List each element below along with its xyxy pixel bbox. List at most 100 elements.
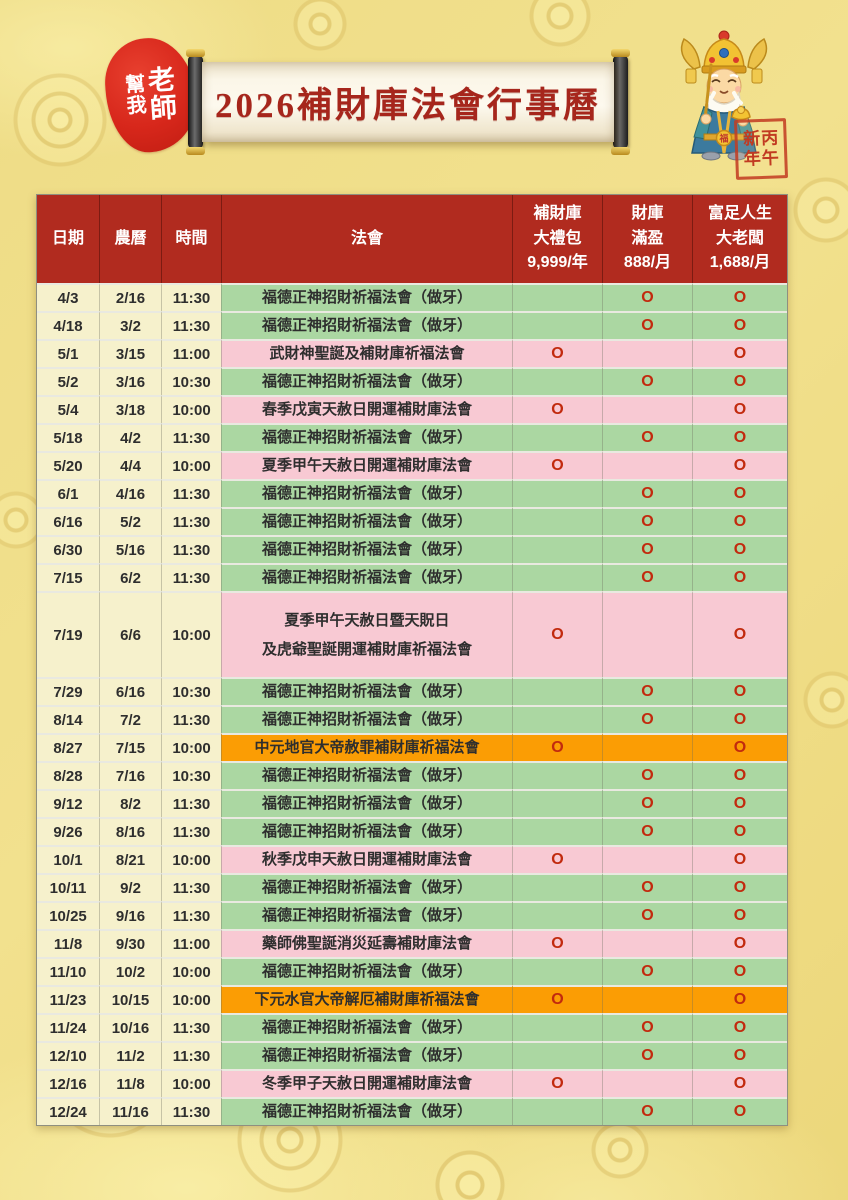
year-seal-char: 新 xyxy=(742,128,761,149)
included-mark: O xyxy=(733,991,747,1008)
included-mark: O xyxy=(551,991,564,1008)
time-cell: 11:30 xyxy=(161,423,221,451)
event-cell: 武財神聖誕及補財庫祈福法會 xyxy=(221,339,512,367)
event-cell: 福德正神招財祈福法會（做牙） xyxy=(221,423,512,451)
included-mark: O xyxy=(641,541,654,558)
premium-mark-cell: O xyxy=(692,1069,787,1097)
crown-fans xyxy=(680,37,768,84)
event-cell: 福德正神招財祈福法會（做牙） xyxy=(221,1041,512,1069)
time-cell: 10:00 xyxy=(161,1069,221,1097)
col-header-line: 日期 xyxy=(51,229,84,247)
title-scroll-banner: 2026補財庫法會行事曆 xyxy=(186,49,630,155)
event-cell: 福德正神招財祈福法會（做牙） xyxy=(221,311,512,339)
time-cell: 10:00 xyxy=(161,985,221,1013)
monthly-mark-cell: O xyxy=(602,677,692,705)
included-mark: O xyxy=(733,1103,747,1120)
col-header-package: 補財庫 大禮包 9,999/年 xyxy=(512,195,602,283)
time-cell: 10:30 xyxy=(161,677,221,705)
date-cell: 9/26 xyxy=(37,817,99,845)
premium-mark-cell: O xyxy=(692,283,787,311)
monthly-mark-cell xyxy=(602,395,692,423)
event-cell: 下元水官大帝解厄補財庫祈福法會 xyxy=(221,985,512,1013)
time-cell: 11:30 xyxy=(161,1041,221,1069)
event-name-line: 福德正神招財祈福法會（做牙） xyxy=(261,1019,472,1037)
included-mark: O xyxy=(733,317,747,334)
date-cell: 5/1 xyxy=(37,339,99,367)
event-cell: 福德正神招財祈福法會（做牙） xyxy=(221,817,512,845)
package-mark-cell: O xyxy=(512,985,602,1013)
package-mark-cell xyxy=(512,761,602,789)
table-row: 11/23 10/15 10:00 下元水官大帝解厄補財庫祈福法會 O O xyxy=(37,985,787,1013)
event-name-line: 福德正神招財祈福法會（做牙） xyxy=(261,513,472,531)
monthly-mark-cell: O xyxy=(602,311,692,339)
table-row: 9/12 8/2 11:30 福德正神招財祈福法會（做牙） O O xyxy=(37,789,787,817)
time-cell: 10:30 xyxy=(161,761,221,789)
date-cell: 9/12 xyxy=(37,789,99,817)
col-header-lunar: 農曆 xyxy=(99,195,161,283)
event-name-line: 福德正神招財祈福法會（做牙） xyxy=(261,485,472,503)
lunar-cell: 4/16 xyxy=(99,479,161,507)
premium-mark-cell: O xyxy=(692,479,787,507)
included-mark: O xyxy=(733,683,747,700)
event-cell: 秋季戊申天赦日開運補財庫法會 xyxy=(221,845,512,873)
event-name-line: 福德正神招財祈福法會（做牙） xyxy=(261,711,472,729)
included-mark: O xyxy=(733,907,747,924)
included-mark: O xyxy=(733,935,747,952)
included-mark: O xyxy=(641,373,654,390)
included-mark: O xyxy=(733,767,747,784)
lunar-cell: 9/2 xyxy=(99,873,161,901)
monthly-mark-cell: O xyxy=(602,1097,692,1125)
date-cell: 10/1 xyxy=(37,845,99,873)
lunar-cell: 6/6 xyxy=(99,591,161,677)
monthly-mark-cell: O xyxy=(602,423,692,451)
monthly-mark-cell: O xyxy=(602,873,692,901)
package-mark-cell xyxy=(512,283,602,311)
monthly-mark-cell: O xyxy=(602,789,692,817)
included-mark: O xyxy=(641,289,654,306)
event-name-line: 福德正神招財祈福法會（做牙） xyxy=(261,683,472,701)
lunar-cell: 10/15 xyxy=(99,985,161,1013)
included-mark: O xyxy=(733,739,747,756)
lunar-cell: 5/16 xyxy=(99,535,161,563)
event-name-line: 福德正神招財祈福法會（做牙） xyxy=(261,879,472,897)
table-row: 5/1 3/15 11:00 武財神聖誕及補財庫祈福法會 O O xyxy=(37,339,787,367)
time-cell: 11:30 xyxy=(161,789,221,817)
event-name-line: 福德正神招財祈福法會（做牙） xyxy=(261,541,472,559)
event-cell: 福德正神招財祈福法會（做牙） xyxy=(221,507,512,535)
time-cell: 11:30 xyxy=(161,563,221,591)
included-mark: O xyxy=(733,823,747,840)
lunar-cell: 6/2 xyxy=(99,563,161,591)
included-mark: O xyxy=(733,289,747,306)
event-name-line: 中元地官大帝赦罪補財庫祈福法會 xyxy=(254,739,480,757)
monthly-mark-cell: O xyxy=(602,957,692,985)
included-mark: O xyxy=(551,345,564,362)
premium-mark-cell: O xyxy=(692,1097,787,1125)
package-mark-cell xyxy=(512,1041,602,1069)
date-cell: 5/18 xyxy=(37,423,99,451)
table-row: 7/15 6/2 11:30 福德正神招財祈福法會（做牙） O O xyxy=(37,563,787,591)
col-header-line: 888/月 xyxy=(623,254,672,272)
year-seal-char: 午 xyxy=(761,148,780,168)
included-mark: O xyxy=(733,429,747,446)
event-cell: 夏季甲午天赦日開運補財庫法會 xyxy=(221,451,512,479)
col-header-line: 補財庫 xyxy=(533,204,582,222)
table-row: 12/16 11/8 10:00 冬季甲子天赦日開運補財庫法會 O O xyxy=(37,1069,787,1097)
included-mark: O xyxy=(733,457,747,474)
premium-mark-cell: O xyxy=(692,873,787,901)
premium-mark-cell: O xyxy=(692,507,787,535)
event-cell: 福德正神招財祈福法會（做牙） xyxy=(221,705,512,733)
date-cell: 5/2 xyxy=(37,367,99,395)
year-seal-stamp: 丙午新年 xyxy=(733,118,789,180)
date-cell: 8/28 xyxy=(37,761,99,789)
events-table: 日期 農曆 時間 法會 補財庫 大禮包 9,999/年 財庫 滿盈 888/月 富足人生 大老闆 1,6… xyxy=(36,194,788,1126)
date-cell: 5/20 xyxy=(37,451,99,479)
scroll-rod-left xyxy=(186,49,205,155)
lunar-cell: 3/18 xyxy=(99,395,161,423)
lunar-cell: 3/2 xyxy=(99,311,161,339)
date-cell: 11/23 xyxy=(37,985,99,1013)
monthly-mark-cell: O xyxy=(602,535,692,563)
time-cell: 11:30 xyxy=(161,535,221,563)
event-name-line: 夏季甲午天赦日開運補財庫法會 xyxy=(261,457,472,475)
included-mark: O xyxy=(733,345,747,362)
